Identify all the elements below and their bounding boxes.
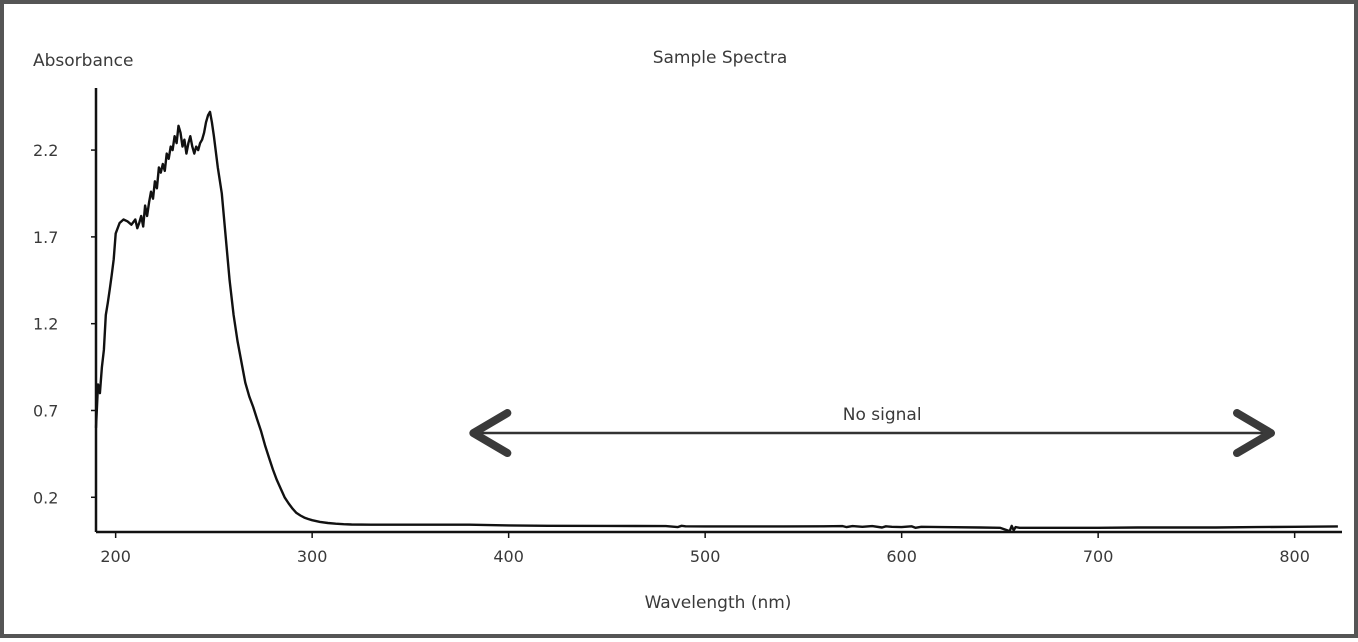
absorbance-series-line (94, 110, 1338, 533)
x-tick-label: 800 (1279, 547, 1310, 566)
chart-title: Sample Spectra (653, 48, 788, 68)
y-tick-label: 2.2 (33, 141, 58, 160)
y-tick-label: 1.2 (33, 315, 58, 334)
no-signal-annotation: No signal (469, 405, 1275, 458)
x-tick-label: 200 (100, 547, 131, 566)
x-axis-ticks: 200 300 400 500 600 700 800 (100, 532, 1310, 566)
x-tick-label: 700 (1083, 547, 1114, 566)
y-tick-label: 1.7 (33, 228, 58, 247)
x-tick-label: 400 (493, 547, 524, 566)
no-signal-arrow-left-head (469, 409, 512, 458)
x-axis-title: Wavelength (nm) (645, 593, 792, 613)
no-signal-arrow-right-head (1233, 409, 1275, 458)
y-axis-title: Absorbance (33, 51, 133, 71)
y-tick-label: 0.2 (33, 488, 58, 507)
x-tick-label: 500 (690, 547, 721, 566)
y-tick-label: 0.7 (33, 401, 58, 420)
y-axis-ticks: 0.2 0.7 1.2 1.7 2.2 (33, 141, 96, 507)
x-tick-label: 600 (886, 547, 917, 566)
x-tick-label: 300 (297, 547, 328, 566)
no-signal-label: No signal (843, 405, 922, 425)
